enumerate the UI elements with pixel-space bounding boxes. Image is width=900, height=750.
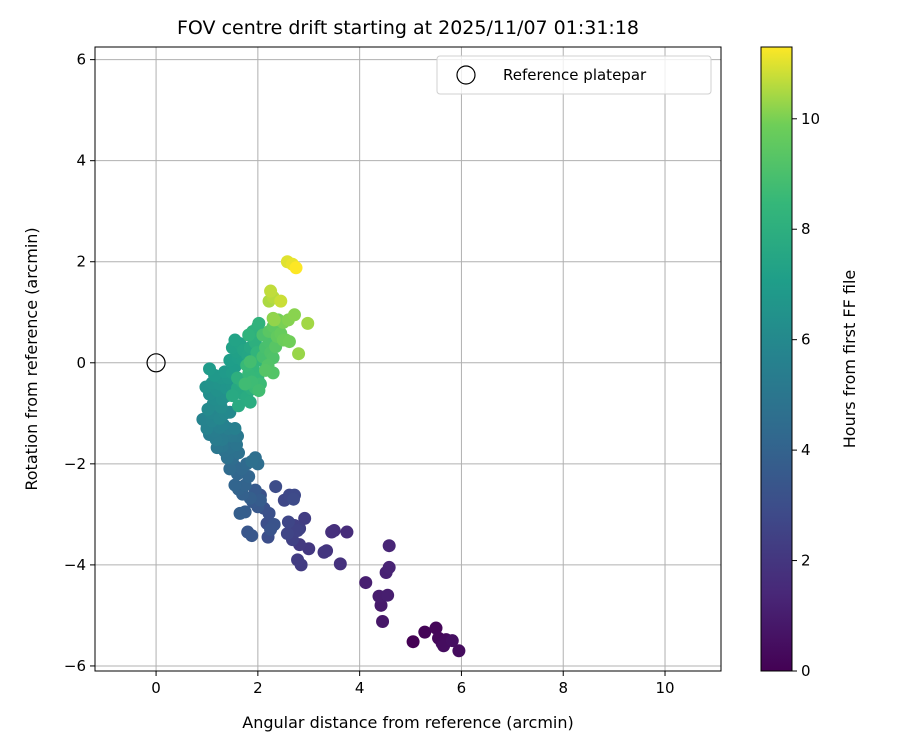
data-point — [381, 588, 395, 602]
data-point — [288, 308, 302, 322]
data-point — [228, 478, 242, 492]
data-point — [286, 492, 300, 506]
y-tick-label: 2 — [76, 253, 86, 271]
y-tick-label: 4 — [76, 152, 86, 170]
y-tick-label: −2 — [64, 455, 86, 473]
reference-platepar-marker — [146, 353, 166, 373]
y-tick-label: 6 — [76, 51, 86, 69]
data-point — [269, 480, 283, 494]
grid — [95, 47, 721, 671]
plot-area-frame — [94, 46, 722, 672]
data-point — [274, 294, 288, 308]
data-point — [228, 333, 242, 347]
y-tick-label: 0 — [76, 354, 86, 372]
data-point — [418, 625, 432, 639]
data-point — [267, 313, 281, 327]
data-point — [429, 621, 443, 635]
x-tick-label: 2 — [253, 679, 263, 697]
y-tick-label: −6 — [64, 657, 86, 675]
legend-open-circle-icon — [456, 65, 476, 85]
x-tick-label: 0 — [151, 679, 161, 697]
data-point — [252, 384, 266, 398]
data-points — [196, 255, 466, 658]
data-point — [291, 553, 305, 567]
data-point — [301, 316, 315, 330]
data-point — [317, 545, 331, 559]
data-point — [245, 529, 259, 543]
x-tick-label: 10 — [655, 679, 674, 697]
colorbar-label: Hours from first FF file — [840, 270, 859, 449]
data-point — [289, 261, 303, 275]
colorbar-ticks: 0 2 4 6 8 10 — [792, 110, 820, 680]
data-point — [406, 635, 420, 649]
data-point — [243, 395, 257, 409]
colorbar-tick-label: 2 — [801, 552, 811, 570]
x-axis-label: Angular distance from reference (arcmin) — [242, 713, 573, 732]
data-point — [264, 284, 278, 298]
y-tick-label: −4 — [64, 556, 86, 574]
data-point — [325, 525, 339, 539]
y-axis-label: Rotation from reference (arcmin) — [22, 227, 41, 490]
legend-entry-reference-platepar: Reference platepar — [503, 66, 647, 84]
x-tick-label: 8 — [558, 679, 568, 697]
colorbar: 0 2 4 6 8 10 Hours from first FF file — [760, 46, 859, 680]
reference-marker-layer — [146, 353, 166, 373]
data-point — [282, 335, 296, 349]
colorbar-gradient — [760, 46, 793, 672]
axis-ticks: 0 2 4 6 8 10 −6 −4 −2 0 2 4 6 — [64, 51, 675, 697]
data-point — [228, 421, 242, 435]
data-point — [264, 523, 278, 537]
x-tick-label: 4 — [355, 679, 365, 697]
data-point — [452, 644, 466, 658]
data-point — [280, 527, 294, 541]
data-point — [258, 363, 272, 377]
data-point — [291, 524, 305, 538]
data-point — [445, 634, 459, 648]
colorbar-tick-label: 6 — [801, 331, 811, 349]
data-point — [245, 454, 259, 468]
data-point — [281, 515, 295, 529]
data-point — [382, 560, 396, 574]
data-point — [203, 362, 217, 376]
colorbar-tick-label: 8 — [801, 220, 811, 238]
x-tick-label: 6 — [457, 679, 467, 697]
data-point — [359, 576, 373, 590]
data-point — [242, 328, 256, 342]
legend: Reference platepar — [436, 55, 712, 95]
data-point — [238, 377, 252, 391]
data-point — [233, 506, 247, 520]
colorbar-tick-label: 10 — [801, 110, 820, 128]
data-point — [223, 462, 237, 476]
data-point — [376, 614, 390, 628]
data-point — [243, 355, 257, 369]
data-point — [340, 525, 354, 539]
data-point — [382, 539, 396, 553]
colorbar-tick-label: 0 — [801, 662, 811, 680]
data-point — [232, 399, 246, 413]
data-point — [253, 493, 267, 507]
data-point — [333, 557, 347, 571]
data-point — [292, 347, 306, 361]
colorbar-tick-label: 4 — [801, 441, 811, 459]
data-point — [252, 316, 266, 330]
data-point — [298, 511, 312, 525]
legend-box — [436, 55, 712, 95]
data-point — [225, 389, 239, 403]
chart-title: FOV centre drift starting at 2025/11/07 … — [177, 17, 639, 39]
